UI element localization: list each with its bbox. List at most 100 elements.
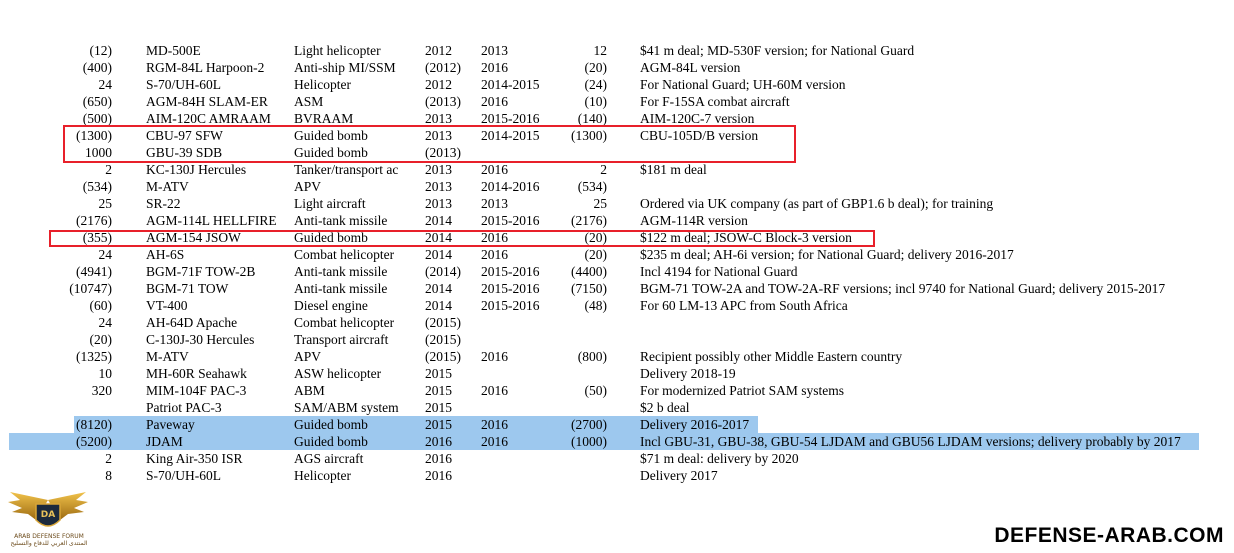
cell-quantity: 320: [91, 383, 112, 398]
cell-year-ordered: (2015): [425, 315, 461, 330]
cell-year-ordered: 2016: [425, 451, 452, 466]
cell-comments: $181 m deal: [640, 162, 707, 177]
eagle-shield-logo: DA: [6, 490, 90, 550]
cell-weapon-designation: JDAM: [146, 434, 183, 449]
cell-years-delivered: 2014-2015: [481, 77, 540, 92]
table-row: (60) VT-400 Diesel engine 2014 2015-2016 (48)…: [0, 297, 1234, 314]
cell-weapon-designation: MH-60R Seahawk: [146, 366, 247, 381]
table-row: 24 S-70/UH-60L Helicopter 2012 2014-2015 (24)…: [0, 76, 1234, 93]
cell-weapon-description: Anti-ship MI/SSM: [294, 60, 396, 75]
cell-weapon-designation: M-ATV: [146, 179, 189, 194]
cell-number-delivered: (2700): [571, 417, 607, 432]
cell-weapon-description: Helicopter: [294, 468, 351, 483]
cell-quantity: (5200): [76, 434, 112, 449]
cell-number-delivered: (20): [584, 60, 608, 75]
cell-number-delivered: 25: [593, 196, 608, 211]
cell-number-delivered: (2176): [571, 213, 607, 228]
table-row: (1325) M-ATV APV (2015) 2016 (800) Recipient p…: [0, 348, 1234, 365]
cell-year-ordered: 2014: [425, 213, 452, 228]
cell-weapon-designation: AH-64D Apache: [146, 315, 238, 330]
cell-number-delivered: (24): [584, 77, 608, 92]
cell-years-delivered: 2015-2016: [481, 111, 540, 126]
cell-quantity: (60): [89, 298, 113, 313]
cell-weapon-designation: MIM-104F PAC-3: [146, 383, 247, 398]
cell-quantity: (10747): [69, 281, 112, 296]
cell-weapon-description: Anti-tank missile: [294, 281, 388, 296]
logo-letters: DA: [41, 510, 55, 520]
cell-number-delivered: (20): [584, 230, 608, 245]
cell-weapon-designation: AGM-114L HELLFIRE: [146, 213, 277, 228]
logo-caption-en: ARAB DEFENSE FORUM: [14, 533, 84, 540]
cell-weapon-designation: MD-500E: [146, 43, 201, 58]
cell-weapon-designation: S-70/UH-60L: [146, 468, 221, 483]
cell-year-ordered: 2015: [425, 366, 452, 381]
table-row: (12) MD-500E Light helicopter 2012 2013 12 $41…: [0, 42, 1234, 59]
cell-year-ordered: 2015: [425, 400, 452, 415]
table-row: (650) AGM-84H SLAM-ER ASM (2013) 2016 (10) For…: [0, 93, 1234, 110]
table-row: (2176) AGM-114L HELLFIRE Anti-tank missile…: [0, 212, 1234, 229]
cell-comments: Delivery 2017: [640, 468, 718, 483]
cell-comments: Ordered via UK company (as part of GBP1.…: [640, 196, 994, 211]
cell-comments: AGM-114R version: [640, 213, 748, 228]
cell-year-ordered: (2015): [425, 349, 461, 364]
cell-number-delivered: (48): [584, 298, 608, 313]
cell-comments: Delivery 2016-2017: [640, 417, 750, 432]
cell-weapon-description: Guided bomb: [294, 417, 368, 432]
cell-year-ordered: (2012): [425, 60, 461, 75]
table-row: (20) C-130J-30 Hercules Transport aircraft…: [0, 331, 1234, 348]
cell-years-delivered: 2016: [481, 162, 508, 177]
cell-year-ordered: 2013: [425, 179, 452, 194]
cell-years-delivered: 2015-2016: [481, 298, 540, 313]
cell-years-delivered: 2016: [481, 417, 508, 432]
cell-number-delivered: (10): [584, 94, 608, 109]
cell-years-delivered: 2014-2016: [481, 179, 540, 194]
arms-transfer-table: (12) MD-500E Light helicopter 2012 2013 12 $41…: [0, 42, 1234, 484]
table-row: (400) RGM-84L Harpoon-2 Anti-ship MI/SSM (2…: [0, 59, 1234, 76]
table-row: (4941) BGM-71F TOW-2B Anti-tank missile (20…: [0, 263, 1234, 280]
table-row: 10 MH-60R Seahawk ASW helicopter 2015 Delive…: [0, 365, 1234, 382]
cell-weapon-description: BVRAAM: [294, 111, 354, 126]
cell-weapon-description: Light aircraft: [294, 196, 366, 211]
cell-quantity: (355): [82, 230, 112, 245]
cell-years-delivered: 2015-2016: [481, 281, 540, 296]
cell-number-delivered: (50): [584, 383, 608, 398]
cell-years-delivered: 2014-2015: [481, 128, 540, 143]
cell-weapon-designation: AH-6S: [146, 247, 185, 262]
cell-weapon-description: Guided bomb: [294, 145, 368, 160]
cell-weapon-description: ABM: [294, 383, 325, 398]
cell-comments: $235 m deal; AH-6i version; for National…: [640, 247, 1014, 262]
cell-comments: AGM-84L version: [640, 60, 741, 75]
cell-weapon-designation: BGM-71F TOW-2B: [146, 264, 256, 279]
cell-comments: Recipient possibly other Middle Eastern …: [640, 349, 903, 364]
cell-number-delivered: (534): [577, 179, 607, 194]
cell-years-delivered: 2013: [481, 43, 508, 58]
cell-weapon-designation: BGM-71 TOW: [146, 281, 229, 296]
cell-years-delivered: 2016: [481, 247, 508, 262]
table-row: (500) AIM-120C AMRAAM BVRAAM 2013 2015-2016 (…: [0, 110, 1234, 127]
table-row: 1000 GBU-39 SDB Guided bomb (2013): [0, 144, 1234, 161]
cell-comments: $41 m deal; MD-530F version; for Nationa…: [640, 43, 915, 58]
cell-number-delivered: (4400): [571, 264, 607, 279]
cell-comments: For modernized Patriot SAM systems: [640, 383, 844, 398]
cell-comments: Delivery 2018-19: [640, 366, 736, 381]
cell-weapon-description: SAM/ABM system: [294, 400, 399, 415]
cell-comments: $122 m deal; JSOW-C Block-3 version: [640, 230, 852, 245]
cell-quantity: 8: [105, 468, 112, 483]
cell-years-delivered: 2016: [481, 383, 508, 398]
cell-weapon-description: APV: [294, 179, 322, 194]
cell-quantity: 24: [98, 77, 113, 92]
table-row: (5200) JDAM Guided bomb 2016 2016 (1000) Incl …: [0, 433, 1234, 450]
table-row: (534) M-ATV APV 2013 2014-2016 (534): [0, 178, 1234, 195]
cell-weapon-designation: KC-130J Hercules: [146, 162, 247, 177]
cell-comments: For F-15SA combat aircraft: [640, 94, 790, 109]
cell-weapon-designation: M-ATV: [146, 349, 189, 364]
cell-quantity: (650): [82, 94, 112, 109]
cell-number-delivered: (140): [577, 111, 607, 126]
site-watermark: DEFENSE-ARAB.COM: [994, 524, 1224, 547]
cell-year-ordered: 2014: [425, 230, 452, 245]
cell-weapon-description: ASW helicopter: [294, 366, 382, 381]
table-row: Patriot PAC-3 SAM/ABM system 2015 $2 b deal: [0, 399, 1234, 416]
table-row: (8120) Paveway Guided bomb 2015 2016 (2700) De…: [0, 416, 1234, 433]
cell-weapon-description: Diesel engine: [294, 298, 368, 313]
cell-quantity: 2: [105, 162, 112, 177]
